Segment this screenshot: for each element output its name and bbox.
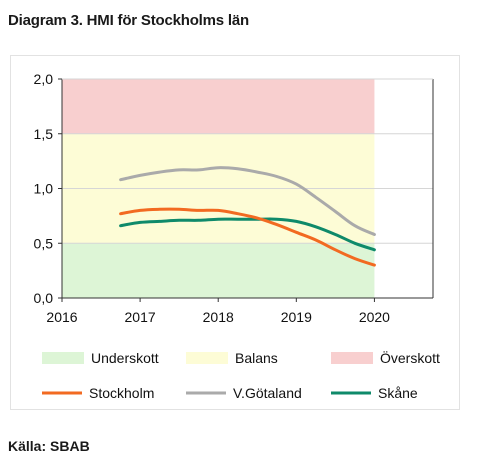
x-tick-label: 2017 [125,309,156,325]
legend-label-series: Stockholm [89,385,154,401]
legend-label-series: V.Götaland [233,385,302,401]
x-tick-label: 2016 [46,309,77,325]
series-lines [119,166,376,267]
legend-label-series: Skåne [378,385,418,401]
y-tick-label: 1,0 [34,181,54,197]
x-tick-label: 2020 [359,309,390,325]
legend-label-band: Underskott [91,350,159,366]
x-tick-label: 2019 [281,309,312,325]
y-tick-label: 0,5 [34,235,54,251]
legend-label-band: Balans [235,350,278,366]
legend: Underskott Balans Överskott Stockholm V.Göta… [42,349,440,401]
series-line-sk-ne [119,217,376,252]
tick-labels: 0,0 0,5 1,0 1,5 2,0 2016 2017 2018 2019 2020 [34,71,391,325]
legend-label-band: Överskott [380,349,440,366]
y-tick-label: 2,0 [34,71,54,87]
chart-title: Diagram 3. HMI för Stockholms län [8,12,249,29]
chart-frame [10,55,460,410]
y-tick-label: 1,5 [34,126,54,142]
legend-swatch-band [42,352,84,364]
source-note: Källa: SBAB [8,438,90,454]
legend-swatch-band [186,352,228,364]
y-tick-label: 0,0 [34,290,54,306]
series-line-v-g-taland [119,166,376,236]
legend-swatch-band [331,352,373,364]
band-2 [62,79,375,134]
series-line-stockholm [119,207,376,267]
band-0 [62,243,375,298]
x-tick-label: 2018 [203,309,234,325]
